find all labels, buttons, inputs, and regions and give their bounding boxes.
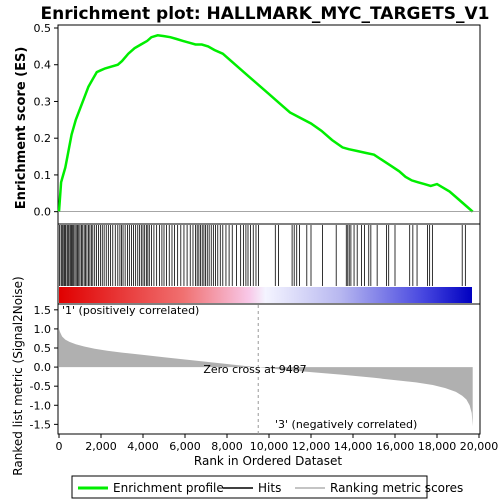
- es-y-tick-label: 0.1: [34, 169, 52, 182]
- x-tick-label: 10,000: [250, 440, 289, 453]
- metric-y-tick-label: -0.5: [30, 380, 51, 393]
- es-curve-group: [57, 34, 480, 213]
- enrichment-profile-line: [57, 34, 474, 213]
- es-y-tick-label: 0.0: [34, 206, 52, 219]
- rank-color-bar: [59, 287, 472, 303]
- es-y-tick-label: 0.2: [34, 132, 52, 145]
- negative-correlated-label: '3' (negatively correlated): [275, 418, 417, 431]
- hits-panel: [57, 223, 481, 305]
- metric-area-group: [59, 328, 473, 427]
- hit-lines: [59, 225, 466, 286]
- x-tick-label: 6,000: [169, 440, 201, 453]
- metric-y-tick-label: -1.0: [30, 399, 51, 412]
- metric-y-tick-label: 0.5: [34, 342, 52, 355]
- zero-cross-label: Zero cross at 9487: [203, 363, 306, 376]
- metric-y-tick-label: -1.5: [30, 418, 51, 431]
- x-tick-label: 20,000: [460, 440, 499, 453]
- legend-label-hits: Hits: [258, 481, 281, 495]
- metric-y-tick-label: 1.0: [34, 323, 52, 336]
- es-y-ticks: 0.0 0.1 0.2 0.3 0.4 0.5: [34, 22, 58, 219]
- ranking-metric-area: [59, 328, 473, 427]
- es-y-tick-label: 0.3: [34, 95, 52, 108]
- x-axis-label: Rank in Ordered Dataset: [194, 454, 342, 468]
- x-tick-label: 8,000: [211, 440, 243, 453]
- x-tick-label: 18,000: [418, 440, 457, 453]
- x-axis-ticks: 0 2,000 4,000 6,000 8,000 10,000 12,000 14,000 1…: [56, 434, 499, 453]
- es-y-tick-label: 0.4: [34, 59, 52, 72]
- metric-axis-label: Ranked list metric (Signal2Noise): [11, 276, 25, 475]
- legend-label-enrichment-profile: Enrichment profile: [113, 481, 224, 495]
- metric-y-tick-label: 1.5: [34, 304, 52, 317]
- x-tick-label: 2,000: [85, 440, 117, 453]
- x-tick-label: 16,000: [376, 440, 415, 453]
- legend: Enrichment profile Hits Ranking metric s…: [71, 475, 463, 499]
- x-tick-label: 4,000: [127, 440, 159, 453]
- chart-title: Enrichment plot: HALLMARK_MYC_TARGETS_V1: [41, 4, 490, 24]
- x-tick-label: 0: [56, 440, 63, 453]
- positive-correlated-label: '1' (positively correlated): [62, 304, 199, 317]
- es-plot-frame: [57, 24, 481, 225]
- es-panel: 0.0 0.1 0.2 0.3 0.4 0.5 Enrichment score (ES): [14, 22, 481, 225]
- es-axis-label: Enrichment score (ES): [14, 47, 29, 210]
- x-tick-label: 12,000: [292, 440, 331, 453]
- x-tick-label: 14,000: [334, 440, 373, 453]
- legend-label-ranking-metric: Ranking metric scores: [330, 481, 463, 495]
- metric-y-ticks: -1.5 -1.0 -0.5 0.0 0.5 1.0 1.5: [30, 304, 58, 431]
- es-y-tick-label: 0.5: [34, 22, 52, 35]
- metric-y-tick-label: 0.0: [34, 361, 52, 374]
- legend-box: [71, 475, 428, 499]
